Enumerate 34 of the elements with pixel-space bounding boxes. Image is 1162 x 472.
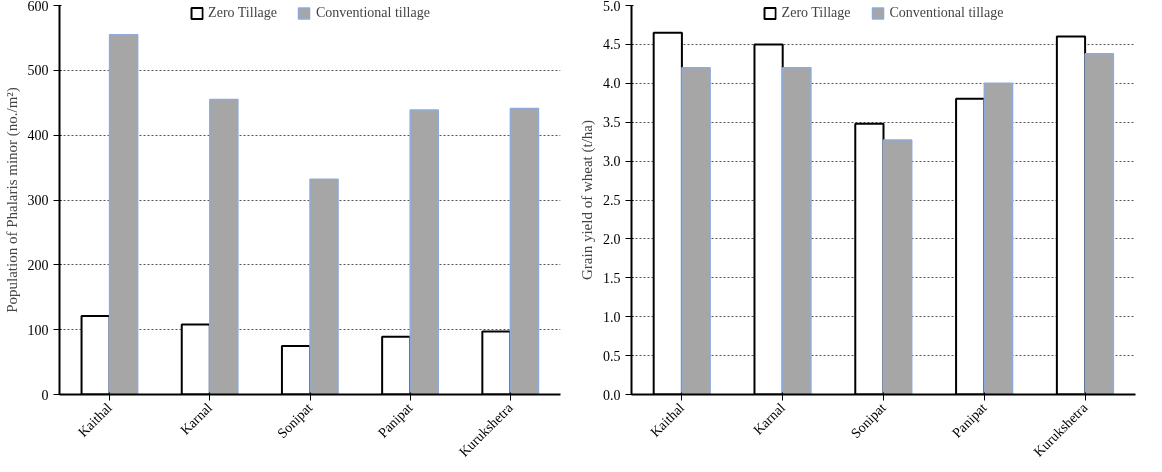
y-tick-label: 3.0 (603, 154, 621, 170)
legend-label: Zero Tillage (208, 5, 277, 21)
y-tick-label: 2.5 (603, 193, 621, 208)
y-axis-title: Population of Phalaris minor (no./m²) (3, 87, 21, 313)
legend-label: Conventional tillage (315, 5, 430, 21)
bar (509, 107, 540, 395)
y-tick-label: 100 (27, 322, 49, 338)
y-tick-label: 500 (27, 63, 49, 79)
y-tick-label: 5.0 (603, 0, 621, 14)
y-tick-label: 300 (27, 193, 49, 208)
legend-label: Zero Tillage (781, 5, 851, 21)
bar (781, 66, 812, 395)
y-tick-label: 0 (41, 387, 49, 403)
legend-label: Conventional tillage (889, 5, 1004, 21)
bar (209, 98, 239, 395)
bar (882, 139, 913, 395)
y-tick-label: 3.5 (603, 115, 621, 131)
bar (983, 82, 1014, 395)
bar (309, 178, 339, 395)
y-axis-title: Grain yield of wheat (t/ha) (579, 120, 596, 280)
bar (409, 109, 440, 395)
y-tick-label: 200 (27, 257, 49, 273)
bar (108, 33, 139, 395)
y-tick-label: 1.5 (603, 270, 621, 286)
y-tick-label: 1.0 (603, 309, 621, 325)
bar (681, 66, 711, 395)
y-tick-label: 4.0 (603, 76, 621, 92)
y-tick-label: 4.5 (603, 37, 621, 53)
y-tick-label: 0.5 (603, 348, 621, 364)
bar (1084, 52, 1115, 395)
y-tick-label: 2.0 (603, 231, 621, 247)
y-tick-label: 0.0 (603, 387, 621, 403)
y-tick-label: 400 (27, 128, 49, 144)
y-tick-label: 600 (27, 0, 49, 14)
